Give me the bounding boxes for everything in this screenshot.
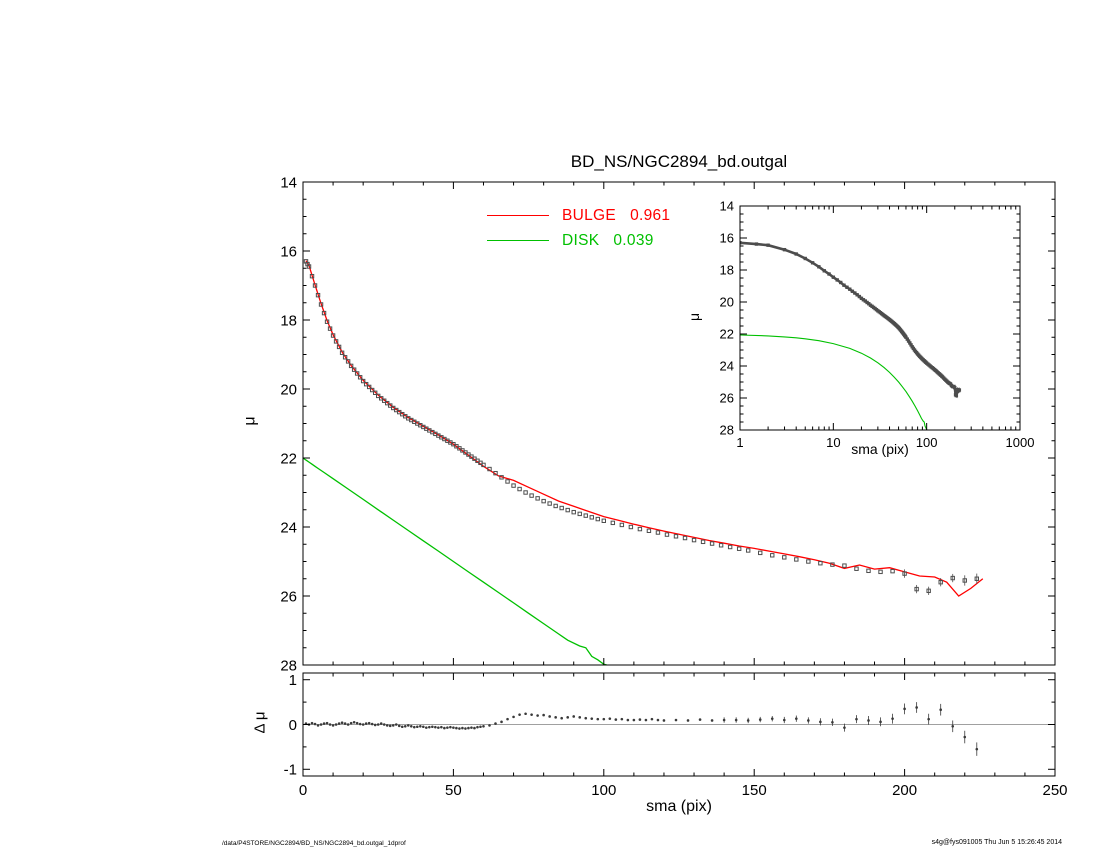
svg-text:22: 22: [720, 327, 734, 342]
svg-text:50: 50: [445, 782, 462, 799]
svg-text:28: 28: [280, 657, 297, 674]
svg-text:16: 16: [720, 231, 734, 246]
svg-text:100: 100: [916, 435, 938, 450]
svg-text:1: 1: [736, 435, 743, 450]
chart-title: BD_NS/NGC2894_bd.outgal: [570, 152, 788, 171]
svg-text:1000: 1000: [1006, 435, 1035, 450]
svg-text:1: 1: [289, 672, 297, 689]
legend-entry-bulge: BULGE 0.961: [487, 203, 670, 228]
svg-text:20: 20: [280, 381, 297, 398]
svg-text:100: 100: [591, 782, 616, 799]
svg-text:250: 250: [1042, 782, 1067, 799]
bulge-line-swatch: [487, 215, 549, 216]
svg-text:0: 0: [289, 717, 297, 734]
svg-text:-1: -1: [284, 762, 297, 779]
svg-text:22: 22: [280, 450, 297, 467]
svg-text:14: 14: [280, 174, 297, 191]
svg-text:0: 0: [299, 782, 307, 799]
svg-text:14: 14: [720, 199, 734, 214]
svg-text:26: 26: [720, 391, 734, 406]
svg-text:18: 18: [280, 312, 297, 329]
svg-text:16: 16: [280, 243, 297, 260]
inset-x-axis-label: sma (pix): [851, 441, 909, 457]
svg-text:28: 28: [720, 423, 734, 438]
legend: BULGE 0.961 DISK 0.039: [487, 203, 670, 253]
svg-text:18: 18: [720, 263, 734, 278]
svg-text:20: 20: [720, 295, 734, 310]
legend-value-bulge: 0.961: [630, 206, 671, 224]
legend-value-disk: 0.039: [613, 231, 654, 249]
svg-text:150: 150: [742, 782, 767, 799]
svg-text:26: 26: [280, 588, 297, 605]
x-axis-label: sma (pix): [646, 798, 712, 815]
main-y-axis-label: μ: [241, 416, 259, 426]
legend-label-disk: DISK 0.039: [562, 231, 654, 249]
legend-entry-disk: DISK 0.039: [487, 228, 670, 253]
inset-y-axis-label: μ: [686, 312, 703, 322]
footer-file-path: /data/P4STORE/NGC2894/BD_NS/NGC2894_bd.o…: [222, 840, 406, 847]
disk-line-swatch: [487, 240, 549, 241]
svg-text:10: 10: [826, 435, 840, 450]
svg-text:200: 200: [892, 782, 917, 799]
residual-y-axis-label: Δ μ: [251, 711, 269, 734]
svg-text:24: 24: [720, 359, 734, 374]
legend-label-bulge: BULGE 0.961: [562, 206, 671, 224]
svg-text:24: 24: [280, 519, 297, 536]
footer-user-timestamp: s4g@fys091005 Thu Jun 5 15:26:45 2014: [931, 839, 1062, 846]
